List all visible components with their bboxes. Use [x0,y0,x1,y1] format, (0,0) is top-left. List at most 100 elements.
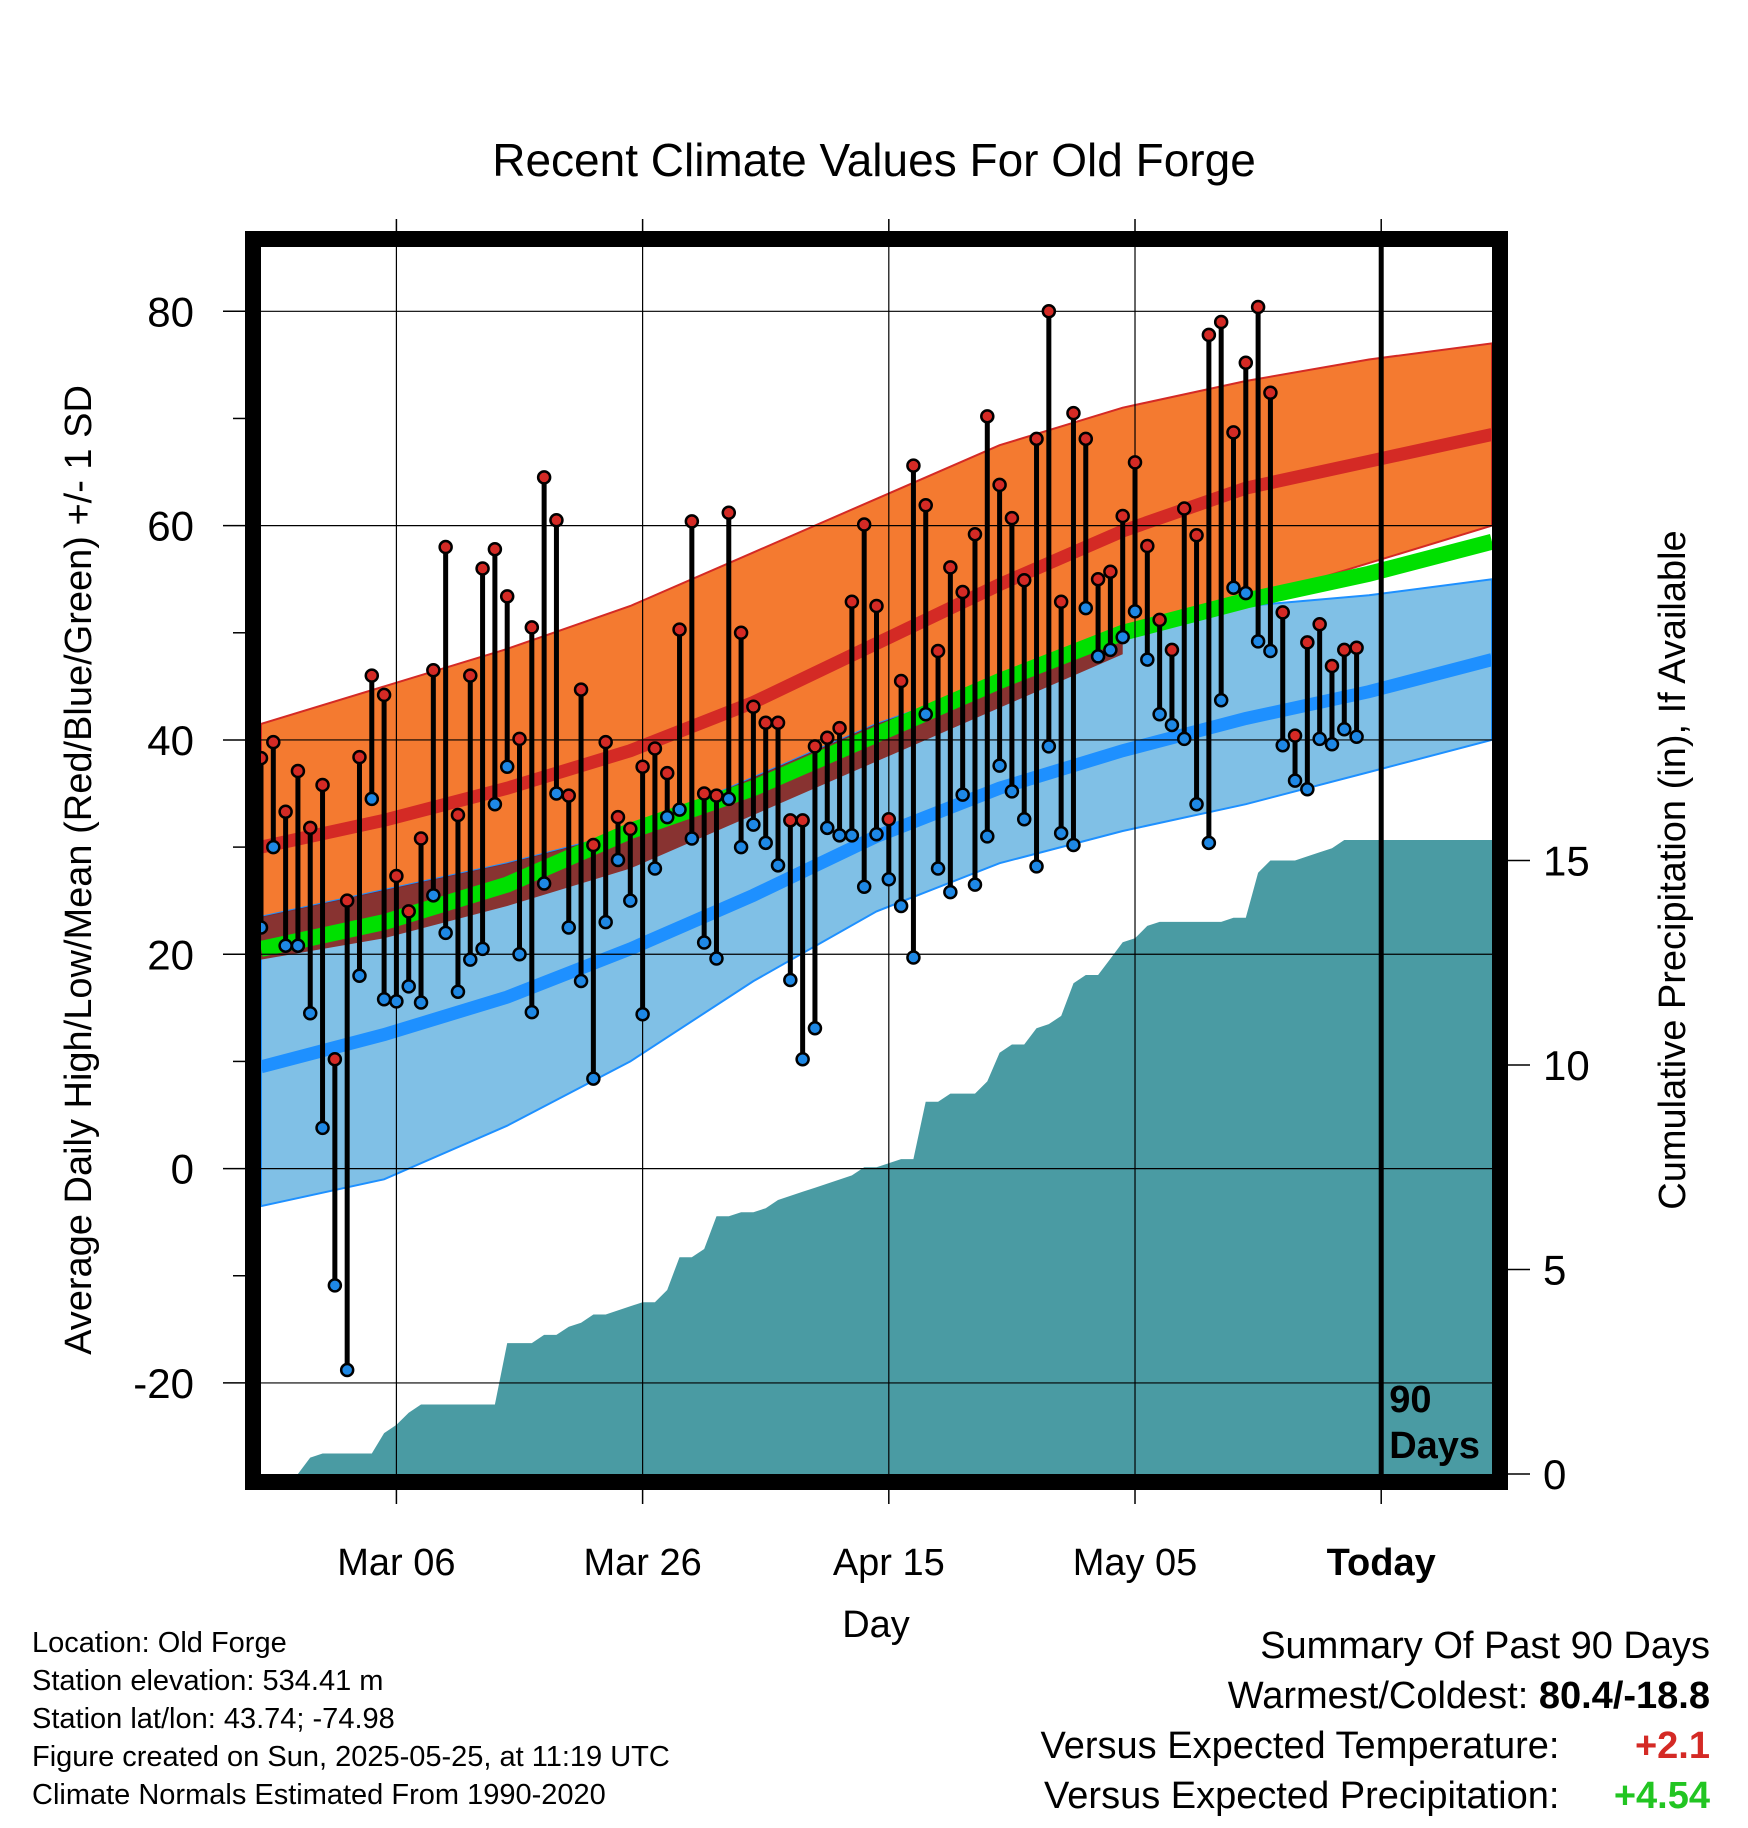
daily-high-point [930,643,946,659]
daily-low-point [881,872,897,887]
temp-label: Versus Expected Temperature: [1040,1725,1560,1767]
daily-high-point [783,813,798,828]
daily-low-point [807,1020,823,1036]
daily-low-point [1066,837,1081,853]
daily-high-point [302,820,318,836]
daily-high-point [635,759,650,774]
daily-low-point [1090,649,1106,664]
daily-low-point [364,791,380,807]
daily-high-point [1213,314,1229,330]
y-tick-label: -20 [133,1360,194,1407]
daily-low-point [955,787,970,802]
daily-high-point [352,749,367,765]
daily-low-point [1189,796,1204,812]
warm-cold-value: 80.4/-18.8 [1538,1675,1710,1717]
x-tick-label: Mar 26 [583,1542,701,1584]
daily-low-point [770,858,786,873]
daily-high-point [1004,510,1020,526]
daily-low-point [549,786,564,801]
daily-high-point [512,731,527,747]
daily-low-point [573,973,589,989]
daily-low-point [1312,731,1327,747]
daily-low-point [992,758,1007,773]
warm-cold-label: Warmest/Coldest: [1227,1675,1529,1717]
daily-high-point [881,811,897,827]
daily-low-point [795,1052,810,1067]
y-tick-label: 80 [147,288,194,335]
daily-low-point [980,829,995,844]
elevation-text: Station elevation: 534.41 m [32,1665,384,1697]
daily-low-point [696,935,712,950]
daily-high-point [733,625,749,641]
daily-low-point [438,925,453,941]
daily-low-point [598,914,613,930]
latlon-text: Station lat/lon: 43.74; -74.98 [32,1703,395,1735]
daily-low-point [1053,825,1069,841]
daily-low-point [1004,784,1020,799]
daily-low-point [1127,604,1143,619]
chart-title: Recent Climate Values For Old Forge [492,134,1256,186]
daily-high-point [1349,640,1364,656]
daily-low-point [906,950,921,965]
daily-low-point [1177,731,1192,747]
daily-low-point [512,947,527,962]
daily-low-point [1115,629,1130,645]
daily-high-point [610,809,626,825]
daily-high-point [955,584,970,600]
daily-high-point [524,620,540,635]
daily-low-point [623,893,638,908]
daily-high-point [1115,508,1130,524]
daily-low-point [635,1007,650,1022]
daily-low-point [1201,835,1217,851]
daily-low-point [844,828,860,843]
daily-low-point [930,861,946,876]
daily-high-point [536,470,552,485]
temp-value: +2.1 [1634,1725,1710,1767]
daily-high-point [906,458,921,473]
daily-low-point [1337,721,1352,737]
axes: 90 Days Mar 06 Mar 26 Apr 15 May 05 Today -20 0 2… [133,219,1590,1584]
daily-low-point [967,877,983,892]
daily-low-point [1349,729,1364,744]
daily-high-point [1164,642,1180,658]
daily-low-point [475,941,490,957]
daily-low-point [1287,773,1303,788]
daily-low-point [610,852,626,868]
daily-high-point [967,526,983,542]
daily-high-point [364,668,380,683]
daily-high-point [573,682,589,697]
summary-heading: Summary Of Past 90 Days [1260,1625,1710,1667]
daily-high-point [918,498,933,513]
daily-low-point [401,979,416,994]
created-text: Figure created on Sun, 2025-05-25, at 11… [32,1741,670,1773]
daily-low-point [315,1120,330,1136]
daily-high-point [376,687,392,703]
daily-high-point [1312,616,1327,632]
daily-high-point [586,837,601,853]
daily-low-point [1238,585,1254,601]
daily-low-point [733,839,749,855]
daily-high-point [426,663,441,678]
daily-high-point [450,807,466,823]
x-tick-label: May 05 [1073,1542,1198,1584]
y-axis-label: Average Daily High/Low/Mean (Red/Blue/Gr… [58,385,100,1355]
daily-low-point [856,879,872,895]
daily-low-point [413,995,429,1010]
daily-high-point [1090,571,1106,587]
daily-high-point [266,734,281,750]
daily-high-point [413,831,429,846]
daily-high-point [684,514,700,529]
precip-value: +4.54 [1613,1775,1710,1817]
daily-high-point [856,517,872,532]
daily-high-point [1226,425,1241,440]
daily-low-point [918,706,933,722]
daily-high-point [1041,304,1057,319]
daily-high-point [290,763,306,779]
daily-high-point [1103,564,1118,579]
daily-low-point [302,1005,318,1021]
daily-high-point [746,699,761,714]
daily-high-point [475,561,490,576]
precip-label: Versus Expected Precipitation: [1044,1775,1560,1817]
summary-temp: Versus Expected Temperature: +2.1 [1041,1721,1710,1771]
y-tick-label: 20 [147,931,194,978]
